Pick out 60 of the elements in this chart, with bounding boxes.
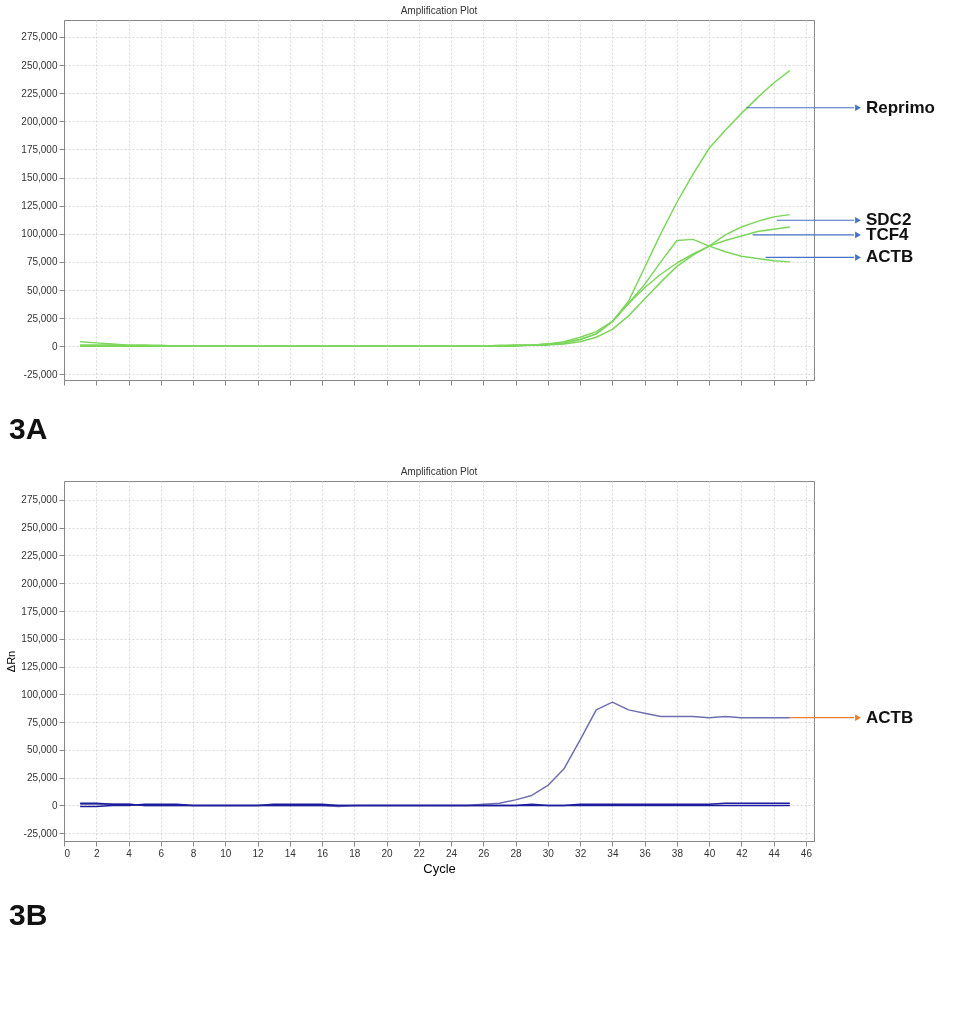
y-tick-label: 25,000	[26, 312, 58, 324]
y-tick-label: 75,000	[26, 256, 58, 268]
y-tick-label: -25,000	[23, 827, 58, 839]
x-tick-label: 4	[126, 847, 133, 859]
annotation: Reprimo	[866, 97, 935, 117]
x-tick-label: 6	[158, 847, 165, 859]
y-tick-label: 175,000	[21, 605, 58, 617]
x-tick-label: 10	[220, 847, 232, 859]
text: 3B	[9, 898, 48, 931]
x-tick-label: 24	[446, 847, 458, 859]
x-tick-label: 0	[64, 847, 71, 859]
x-tick-label: 12	[252, 847, 265, 859]
x-tick-label: 34	[607, 847, 619, 859]
y-tick-label: 175,000	[21, 143, 58, 155]
chart-title: Amplification Plot	[400, 5, 478, 16]
y-tick-label: 100,000	[21, 688, 58, 700]
x-tick-label: 44	[768, 847, 781, 859]
x-tick-label: 20	[381, 847, 394, 859]
x-tick-label: 42	[736, 847, 748, 859]
y-tick-label: -25,000	[23, 368, 58, 380]
x-tick-label: 28	[510, 847, 523, 859]
x-tick-label: 22	[413, 847, 426, 859]
y-tick-label: 200,000	[21, 577, 58, 589]
y-tick-label: 250,000	[21, 522, 58, 534]
y-tick-label: 100,000	[21, 228, 58, 240]
y-tick-label: 150,000	[21, 633, 58, 645]
annotation: TCF4	[866, 224, 910, 244]
y-tick-label: 150,000	[21, 172, 58, 183]
y-tick-label: 50,000	[26, 744, 58, 756]
y-tick-label: 275,000	[21, 31, 58, 43]
text: 3A	[9, 412, 48, 445]
y-tick-label: 50,000	[26, 284, 58, 296]
x-tick-label: 36	[639, 847, 652, 859]
y-tick-label: 225,000	[21, 549, 58, 561]
x-tick-label: 32	[575, 847, 587, 859]
chart-title: Amplification Plot	[400, 466, 478, 477]
y-tick-label: 275,000	[21, 494, 58, 506]
x-tick-label: 2	[93, 847, 100, 859]
x-tick-label: 46	[800, 847, 813, 859]
y-tick-label: 0	[51, 799, 58, 811]
y-tick-label: 0	[51, 340, 58, 352]
annotation: ACTB	[866, 707, 914, 727]
y-tick-label: 225,000	[21, 87, 58, 99]
x-tick-label: 40	[704, 847, 716, 859]
x-tick-label: 8	[190, 847, 197, 859]
x-tick-label: 16	[317, 847, 329, 859]
x-tick-label: 30	[542, 847, 555, 859]
x-axis-title: Cycle	[423, 860, 456, 876]
x-tick-label: 38	[671, 847, 684, 859]
y-tick-label: 125,000	[21, 200, 58, 212]
x-tick-label: 26	[478, 847, 490, 859]
y-tick-label: 25,000	[26, 772, 58, 784]
y-tick-label: 250,000	[21, 59, 58, 71]
x-tick-label: 18	[349, 847, 361, 859]
x-tick-label: 14	[284, 847, 297, 859]
annotation: ACTB	[866, 247, 914, 267]
y-axis-title: ΔRn	[5, 650, 18, 673]
y-tick-label: 200,000	[21, 115, 58, 127]
y-tick-label: 75,000	[26, 716, 58, 728]
y-tick-label: 125,000	[21, 661, 58, 673]
